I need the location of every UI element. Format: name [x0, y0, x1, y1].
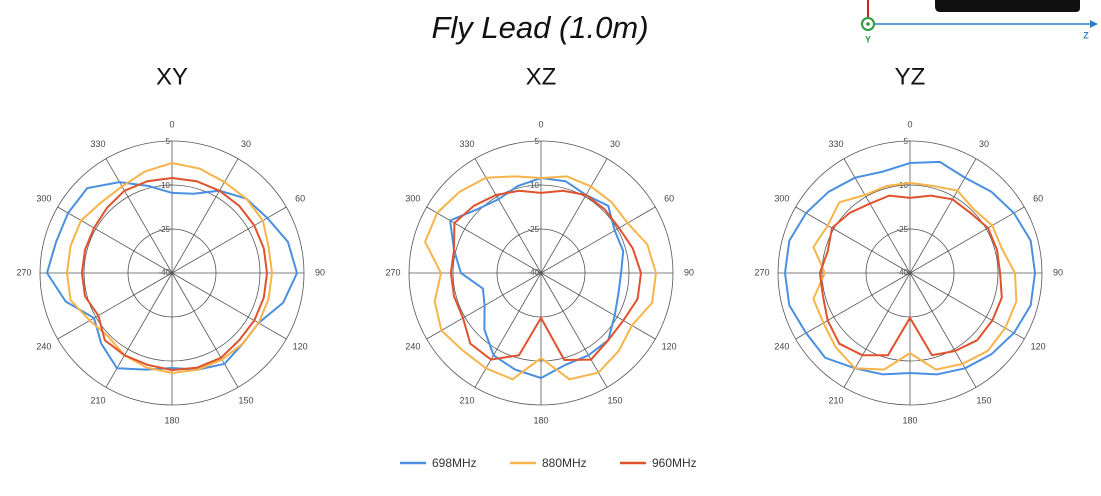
spoke: [57, 206, 173, 274]
icon-y-dot: [866, 22, 870, 26]
r-tick-label: 5: [535, 137, 540, 146]
theta-tick-label: 150: [238, 396, 253, 406]
r-tick-label: 5: [904, 137, 909, 146]
series-line: [818, 194, 1003, 357]
series-line: [80, 176, 269, 372]
spoke: [57, 272, 173, 340]
spoke: [540, 272, 656, 340]
series-line: [783, 160, 1037, 376]
theta-tick-label: 300: [36, 193, 51, 203]
spoke: [540, 206, 656, 274]
icon-label: Y: [865, 34, 871, 44]
theta-tick-label: 210: [459, 396, 474, 406]
theta-tick-label: 90: [684, 267, 694, 277]
theta-tick-label: 180: [164, 415, 179, 425]
axis-icon: Y Z: [861, 0, 1098, 44]
theta-tick-label: 0: [538, 119, 543, 129]
theta-tick-label: 120: [1031, 341, 1046, 351]
icon-label: Z: [1083, 30, 1089, 40]
theta-tick-label: 60: [664, 193, 674, 203]
theta-tick-label: 240: [405, 341, 420, 351]
series-line: [449, 176, 625, 380]
spoke: [171, 272, 239, 388]
series-line: [45, 181, 299, 371]
spoke: [909, 272, 977, 388]
theta-tick-label: 30: [610, 139, 620, 149]
series-line: [65, 161, 274, 375]
spoke: [909, 206, 1025, 274]
spoke: [843, 158, 911, 274]
r-tick-label: -25: [158, 225, 170, 234]
theta-tick-label: 180: [902, 415, 917, 425]
legend-label: 698MHz: [432, 456, 477, 470]
theta-tick-label: 0: [169, 119, 174, 129]
r-tick-label: -10: [158, 181, 170, 190]
theta-tick-label: 150: [607, 396, 622, 406]
theta-tick-label: 300: [405, 193, 420, 203]
spoke: [171, 158, 239, 274]
theta-tick-label: 210: [90, 396, 105, 406]
spoke: [171, 206, 287, 274]
theta-tick-label: 240: [774, 341, 789, 351]
chart-title: XY: [156, 63, 188, 90]
theta-tick-label: 30: [241, 139, 251, 149]
icon-arrow: [1090, 20, 1098, 28]
page-title: Fly Lead (1.0m): [431, 10, 648, 45]
series-line: [449, 189, 643, 362]
theta-tick-label: 90: [315, 267, 325, 277]
spoke: [171, 272, 287, 340]
theta-tick-label: 330: [828, 139, 843, 149]
spoke: [795, 206, 911, 274]
spoke: [795, 272, 911, 340]
theta-tick-label: 330: [90, 139, 105, 149]
theta-tick-label: 90: [1053, 267, 1063, 277]
spoke: [540, 272, 608, 388]
spoke: [909, 272, 1025, 340]
theta-tick-label: 60: [295, 193, 305, 203]
icon-y-axis: [861, 17, 875, 31]
theta-tick-label: 30: [979, 139, 989, 149]
theta-tick-label: 300: [774, 193, 789, 203]
chart-title: XZ: [526, 63, 557, 90]
theta-tick-label: 0: [907, 119, 912, 129]
spoke: [909, 158, 977, 274]
theta-tick-label: 60: [1033, 193, 1043, 203]
icon-shape: [935, 0, 1080, 12]
legend-label: 960MHz: [652, 456, 697, 470]
theta-tick-label: 150: [976, 396, 991, 406]
r-tick-label: -25: [896, 225, 908, 234]
polar-chart: YZ-40-25-1050306090120150180210240270300…: [754, 63, 1063, 425]
theta-tick-label: 270: [385, 267, 400, 277]
spoke: [105, 158, 173, 274]
theta-tick-label: 330: [459, 139, 474, 149]
r-tick-label: -25: [527, 225, 539, 234]
r-tick-label: -10: [527, 181, 539, 190]
theta-tick-label: 120: [293, 341, 308, 351]
theta-tick-label: 270: [754, 267, 769, 277]
series-line: [423, 175, 658, 381]
chart-title: YZ: [895, 63, 926, 90]
polar-chart: XZ-40-25-1050306090120150180210240270300…: [385, 63, 694, 425]
theta-tick-label: 180: [533, 415, 548, 425]
legend: 698MHz 880MHz 960MHz: [400, 456, 697, 470]
r-tick-label: 5: [166, 137, 171, 146]
spoke: [426, 206, 542, 274]
r-tick-label: -10: [896, 181, 908, 190]
legend-label: 880MHz: [542, 456, 587, 470]
theta-tick-label: 120: [662, 341, 677, 351]
spoke: [540, 158, 608, 274]
theta-tick-label: 240: [36, 341, 51, 351]
theta-tick-label: 210: [828, 396, 843, 406]
series-line: [812, 181, 1018, 371]
theta-tick-label: 270: [16, 267, 31, 277]
polar-chart: XY-40-25-1050306090120150180210240270300…: [16, 63, 325, 425]
